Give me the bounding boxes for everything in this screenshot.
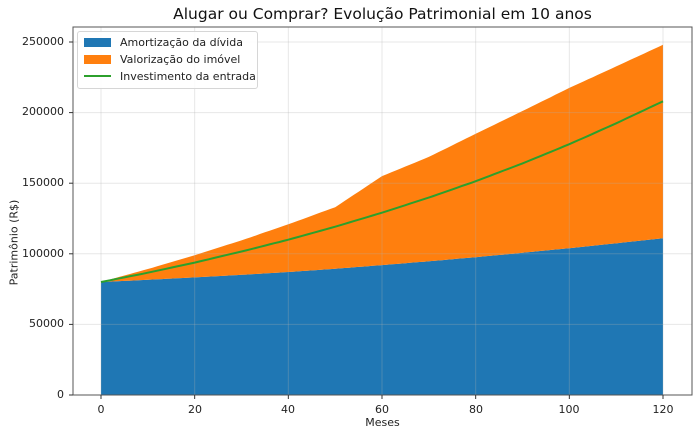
y-axis-label: Patrimônio (R$) bbox=[7, 199, 21, 286]
legend-label: Investimento da entrada bbox=[120, 69, 256, 83]
legend-label: Valorização do imóvel bbox=[120, 52, 241, 66]
legend-swatch-orange bbox=[84, 54, 111, 64]
line-investimento bbox=[100, 100, 664, 283]
legend-item-valorizacao: Valorização do imóvel bbox=[84, 51, 240, 67]
legend-label: Amortização da dívida bbox=[120, 35, 243, 49]
y-tick-label: 50000 bbox=[29, 317, 64, 330]
y-tick-label: 200000 bbox=[22, 105, 64, 118]
x-tick-label: 40 bbox=[281, 403, 295, 416]
y-tick-label: 250000 bbox=[22, 35, 64, 48]
legend-swatch-blue bbox=[84, 37, 111, 47]
x-tick-label: 60 bbox=[375, 403, 389, 416]
chart-title: Alugar ou Comprar? Evolução Patrimonial … bbox=[173, 5, 592, 23]
y-tick-label: 150000 bbox=[22, 176, 64, 189]
x-tick-label: 20 bbox=[188, 403, 202, 416]
legend-item-amortizacao: Amortização da dívida bbox=[84, 34, 243, 50]
x-tick-label: 100 bbox=[558, 403, 580, 416]
area-amortizacao bbox=[101, 238, 663, 395]
chart-legend: Amortização da dívida Valorização do imó… bbox=[77, 31, 258, 89]
y-tick-label: 0 bbox=[57, 388, 64, 401]
x-tick-label: 0 bbox=[97, 403, 105, 416]
y-tick-label: 100000 bbox=[22, 247, 64, 260]
x-axis-label: Meses bbox=[365, 416, 400, 429]
x-tick-label: 120 bbox=[652, 403, 674, 416]
x-tick-label: 80 bbox=[469, 403, 483, 416]
legend-line-green bbox=[84, 75, 111, 77]
legend-item-investimento: Investimento da entrada bbox=[84, 68, 256, 84]
area-valorizacao bbox=[101, 44, 663, 282]
